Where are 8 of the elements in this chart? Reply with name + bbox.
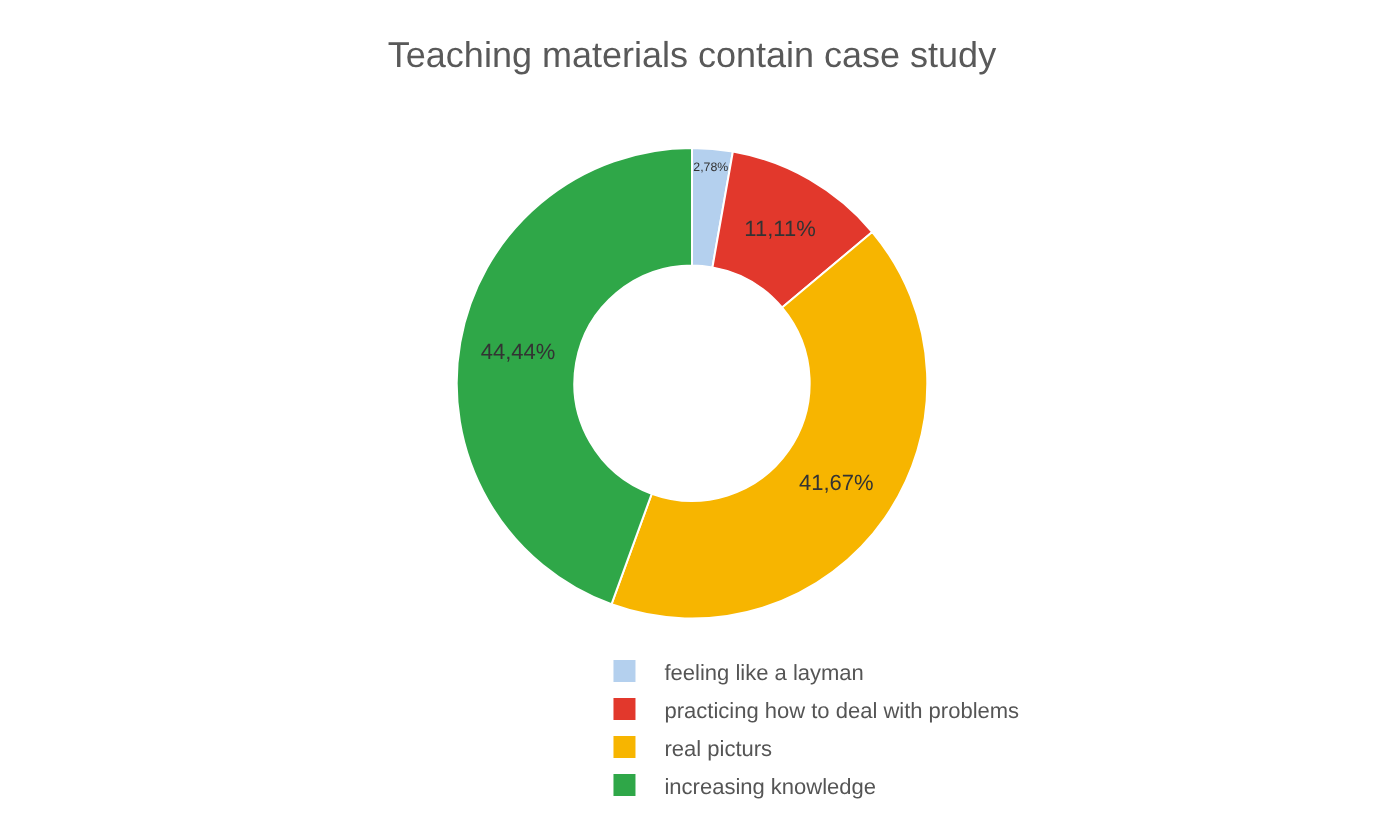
- data-label: 44,44%: [480, 340, 556, 365]
- legend-label: increasing knowledge: [664, 775, 877, 800]
- legend-label: feeling like a layman: [664, 661, 864, 686]
- legend-label: practicing how to deal with problems: [664, 699, 1021, 724]
- chart-title: Teaching materials contain case study: [387, 34, 997, 75]
- data-label: 41,67%: [799, 472, 875, 497]
- data-label: 11,11%: [744, 218, 817, 243]
- legend-label: real picturs: [664, 737, 774, 762]
